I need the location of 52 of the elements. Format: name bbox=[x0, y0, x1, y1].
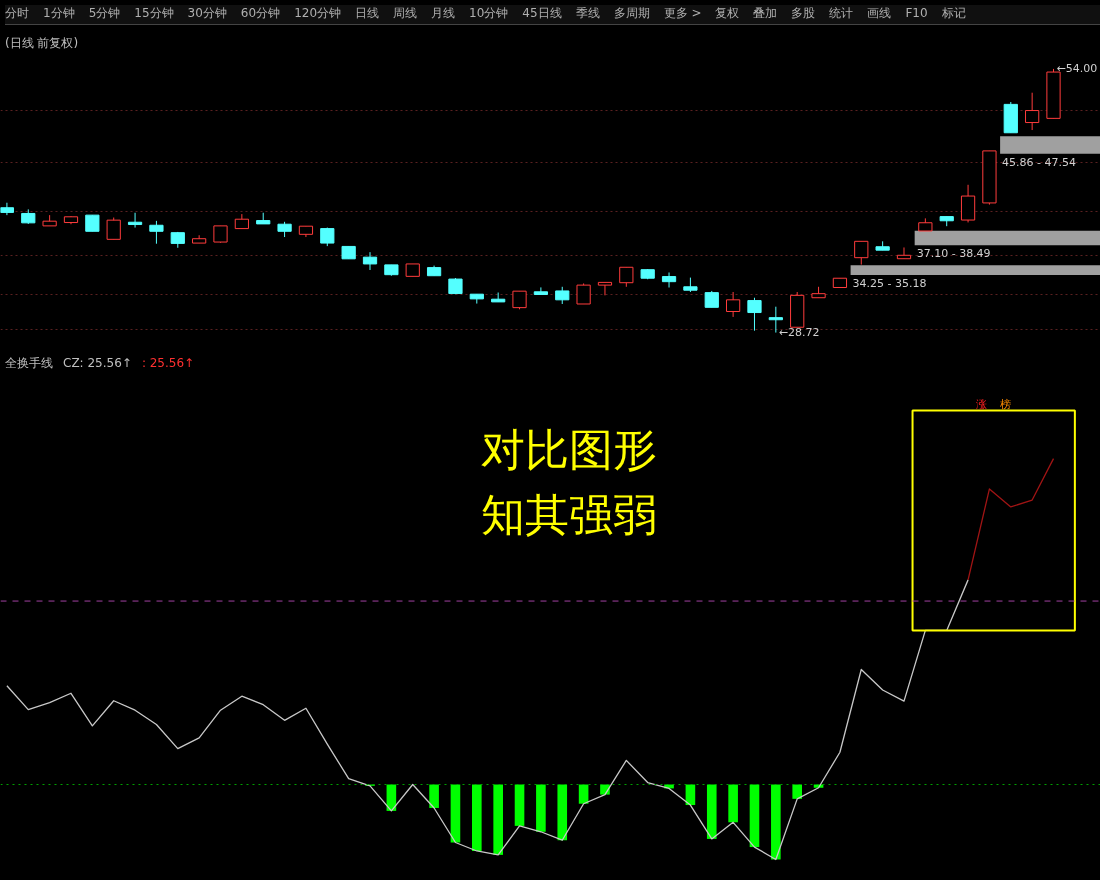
text: 叠加 bbox=[753, 6, 778, 20]
text: 月线 bbox=[431, 6, 456, 20]
candlestick bbox=[127, 212, 143, 229]
candlestick bbox=[0, 202, 15, 216]
text: 涨 bbox=[976, 397, 988, 411]
text: 榜 bbox=[1000, 397, 1012, 411]
candlestick bbox=[960, 184, 976, 223]
text: 60分钟 bbox=[240, 6, 281, 20]
band-label: 45.86 - 47.54 bbox=[1002, 155, 1077, 169]
text: 更多 > bbox=[663, 6, 702, 20]
text: 45日线 bbox=[522, 6, 562, 20]
text: 1分钟 bbox=[43, 6, 75, 20]
candlestick bbox=[533, 286, 549, 295]
band-label: 34.25 - 35.18 bbox=[852, 276, 927, 290]
text: F10 bbox=[905, 6, 928, 20]
candlestick bbox=[896, 246, 912, 260]
text: 日线 bbox=[355, 6, 380, 20]
text: 标记 bbox=[941, 6, 966, 20]
candlestick bbox=[106, 217, 121, 240]
annotation: 知其强弱 bbox=[480, 488, 657, 540]
candlestick bbox=[362, 251, 378, 271]
text: 30分钟 bbox=[187, 6, 227, 20]
text: 季线 bbox=[575, 6, 600, 20]
candlestick bbox=[619, 266, 634, 288]
text: 多周期 bbox=[613, 6, 650, 20]
band-label: 37.10 - 38.49 bbox=[916, 247, 991, 261]
text: 画线 bbox=[867, 6, 892, 20]
chart-title: 全换手线 bbox=[5, 356, 53, 370]
text: 多股 bbox=[791, 6, 816, 20]
candlestick bbox=[854, 240, 869, 266]
candlestick bbox=[512, 290, 527, 310]
text: 周线 bbox=[393, 6, 418, 20]
candlestick bbox=[149, 220, 164, 245]
annotation: 对比图形 bbox=[480, 423, 657, 475]
candlestick bbox=[726, 291, 741, 318]
text: 复权 bbox=[715, 6, 740, 20]
annotation: ←28.72 bbox=[778, 326, 820, 340]
text: 10分钟 bbox=[469, 6, 509, 20]
candlestick bbox=[1025, 92, 1040, 131]
text: 分时 bbox=[5, 6, 29, 20]
text: 统计 bbox=[829, 6, 854, 20]
chart-title: (日线 前复权) bbox=[5, 36, 79, 50]
text: 5分钟 bbox=[88, 6, 121, 20]
text: : 25.56↑ bbox=[141, 356, 195, 370]
text: CZ: 25.56↑ bbox=[63, 356, 132, 370]
text: 120分钟 bbox=[294, 6, 342, 20]
candlestick bbox=[576, 282, 591, 305]
candlestick bbox=[661, 271, 677, 289]
text: 15分钟 bbox=[134, 6, 174, 20]
annotation: ←54.00 bbox=[1056, 62, 1098, 76]
candlestick bbox=[597, 281, 613, 296]
candlestick bbox=[747, 297, 762, 332]
